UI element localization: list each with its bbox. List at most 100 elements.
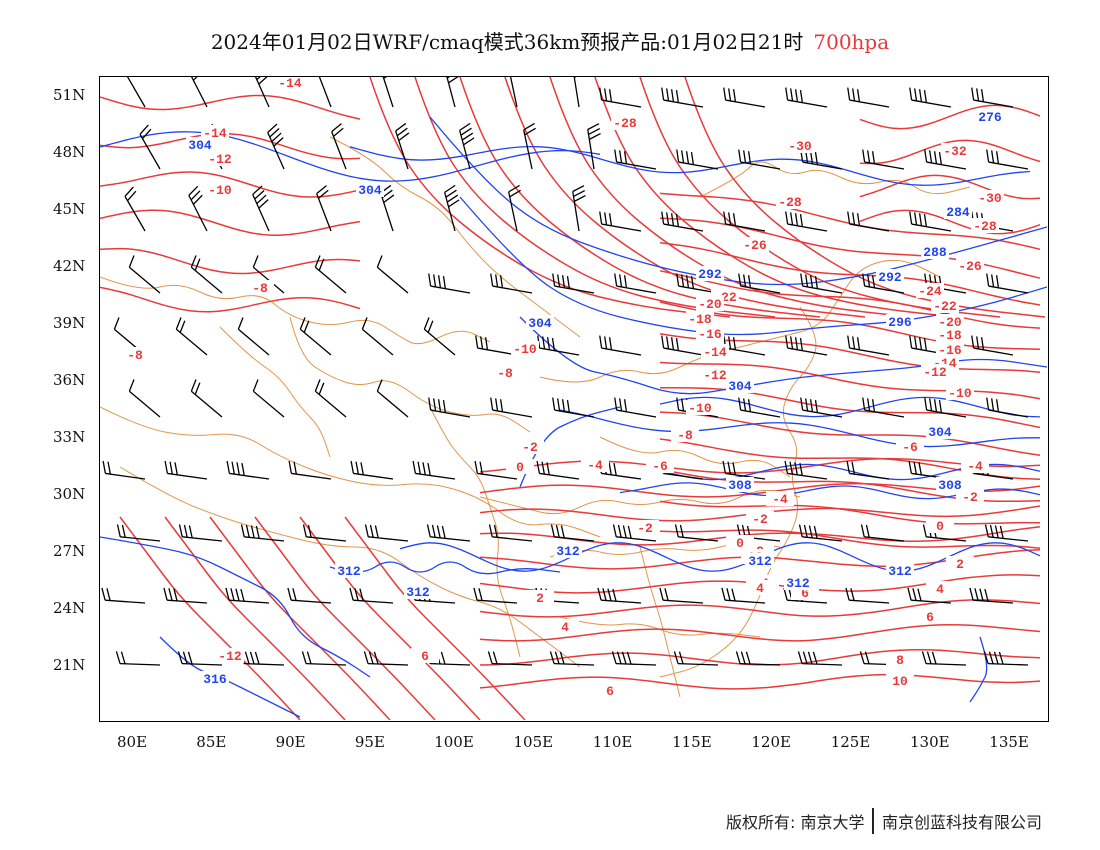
border-line	[599, 436, 791, 478]
lon-label: 85E	[196, 733, 227, 751]
province-borders	[100, 136, 971, 698]
contour-label: 312	[888, 564, 912, 579]
label-bg	[554, 543, 582, 558]
wind-barb	[314, 379, 347, 418]
company-text: 南京创蓝科技有限公司	[881, 813, 1042, 832]
label-bg	[946, 385, 974, 400]
contour-label: 6	[421, 649, 429, 664]
label-bg	[516, 439, 544, 454]
label-bg	[686, 400, 714, 415]
wind-barb	[139, 124, 161, 170]
wind-barb	[331, 123, 347, 170]
wind-barb	[673, 651, 719, 666]
wind-barb	[909, 211, 952, 232]
wind-barb	[190, 255, 223, 294]
wind-barb	[862, 273, 905, 294]
isotherm	[100, 209, 361, 237]
height-contour	[559, 409, 1040, 448]
isotherm	[100, 171, 361, 198]
wind-barb	[299, 317, 332, 356]
contour-label: 0	[936, 519, 944, 534]
isotherm	[459, 77, 821, 318]
isotherm	[100, 247, 361, 275]
contour-label: -8	[677, 428, 693, 443]
contour-label: 6	[801, 586, 809, 601]
contour-label: 4	[561, 620, 569, 635]
isotherm	[414, 77, 776, 318]
contour-label: -20	[938, 315, 962, 330]
label-bg	[936, 477, 964, 492]
wind-barb	[267, 123, 285, 170]
wind-barb	[376, 379, 409, 418]
contour-label: 4	[936, 582, 944, 597]
label-bg	[936, 314, 964, 329]
footer: 版权所有: 南京大学 南京创蓝科技有限公司	[726, 808, 1042, 834]
wind-barb	[536, 460, 580, 480]
wind-barb	[124, 186, 146, 232]
isotherm	[119, 516, 301, 720]
wind-barb	[924, 149, 967, 170]
wind-barb	[845, 587, 890, 604]
contour-label: -22	[933, 299, 957, 314]
wind-barb	[190, 379, 223, 418]
wind-barb	[587, 123, 601, 170]
wind-barb	[552, 273, 595, 294]
wind-barb	[983, 651, 1029, 666]
label-bg	[696, 266, 724, 281]
contour-label: -26	[958, 259, 982, 274]
wind-barb	[969, 587, 1014, 604]
wind-barb	[674, 524, 719, 542]
label-bg	[941, 143, 969, 158]
lon-label: 95E	[354, 733, 385, 751]
contour-label: -2	[522, 440, 538, 455]
label-bg	[786, 138, 814, 153]
lat-label: 39N	[53, 314, 86, 332]
label-bg	[551, 619, 579, 634]
height-contour	[100, 131, 601, 182]
contour-label: 6	[606, 684, 614, 699]
title-main: 2024年01月02日WRF/cmaq模式36km预报产品:01月02日21时	[210, 30, 804, 54]
wind-barb	[301, 651, 347, 666]
label-bg	[646, 458, 674, 473]
isotherm	[479, 624, 1041, 642]
contour-label: -32	[943, 144, 967, 159]
label-bg	[886, 563, 914, 578]
wind-barb	[252, 77, 270, 108]
wind-barb	[798, 524, 843, 542]
isotherm	[594, 77, 956, 318]
lon-label: 105E	[513, 733, 554, 751]
label-bg	[936, 342, 964, 357]
wind-barb	[314, 255, 347, 294]
wind-barb	[614, 273, 657, 294]
contour-label: -18	[688, 312, 712, 327]
contour-label: 296	[888, 315, 912, 330]
wind-barb	[676, 149, 719, 170]
label-bg	[921, 364, 949, 379]
wind-barb	[986, 149, 1029, 170]
wind-barb	[508, 77, 518, 108]
lat-label: 45N	[53, 200, 86, 218]
contour-label: -12	[923, 365, 947, 380]
contour-label: -30	[788, 139, 812, 154]
contour-label: 2	[536, 591, 544, 606]
label-bg	[186, 137, 214, 152]
wind-barb	[552, 397, 595, 418]
lon-label: 100E	[434, 733, 474, 751]
contour-label: -14	[703, 345, 727, 360]
label-bg	[701, 344, 729, 359]
contour-label: 292	[698, 267, 722, 282]
lon-label: 135E	[989, 733, 1029, 751]
wind-barb	[784, 460, 828, 480]
wind-barb	[428, 273, 471, 294]
lat-label: 42N	[53, 257, 86, 275]
label-bg	[956, 489, 984, 504]
wind-barb	[723, 211, 766, 232]
contour-label: 312	[748, 554, 772, 569]
lat-label: 48N	[53, 143, 86, 161]
label-bg	[581, 457, 609, 472]
label-bg	[201, 125, 229, 140]
contour-label: 6	[926, 610, 934, 625]
isotherm	[100, 286, 361, 313]
contour-label: -12	[218, 649, 242, 664]
wind-barb	[475, 335, 518, 356]
